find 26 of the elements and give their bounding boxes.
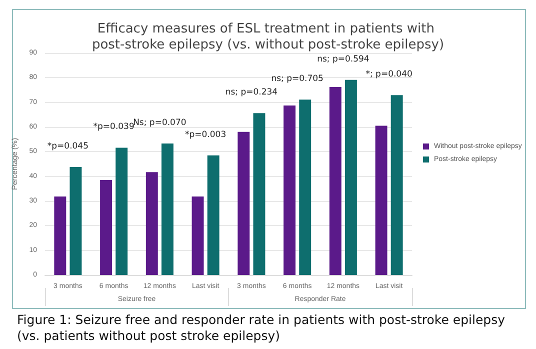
bar [253, 113, 266, 275]
annotation: *; p=0.040 [366, 70, 412, 80]
annotation: ns; p=0.594 [317, 54, 370, 64]
annotation: *p=0.039 [93, 122, 134, 132]
bar [329, 87, 342, 275]
bar [284, 106, 296, 275]
chart-title: Efficacy measures of ESL treatment in patients with post-stroke epilepsy (vs. without post-stroke epilepsy) [92, 22, 444, 52]
bar [238, 132, 250, 275]
bar [207, 155, 220, 275]
bar [116, 148, 128, 275]
annotation: ns; p=0.705 [271, 74, 324, 84]
caption: Figure 1: Seizure free and responder rate in patients with post-stroke epilepsy (vs. patients without post stroke epilepsy) [17, 312, 506, 344]
annotation: *p=0.003 [185, 130, 226, 140]
bar [54, 196, 66, 275]
bar [70, 166, 82, 275]
annotation: ns; p=0.234 [225, 88, 278, 98]
bar [146, 172, 158, 275]
bar [344, 80, 357, 275]
bar [299, 100, 312, 275]
bar [192, 196, 204, 275]
annotation: *p=0.045 [47, 141, 88, 152]
bar [390, 95, 403, 275]
bar [161, 144, 174, 275]
annotation: Ns; p=0.070 [133, 118, 186, 128]
bar [375, 126, 388, 275]
bar [100, 180, 112, 275]
